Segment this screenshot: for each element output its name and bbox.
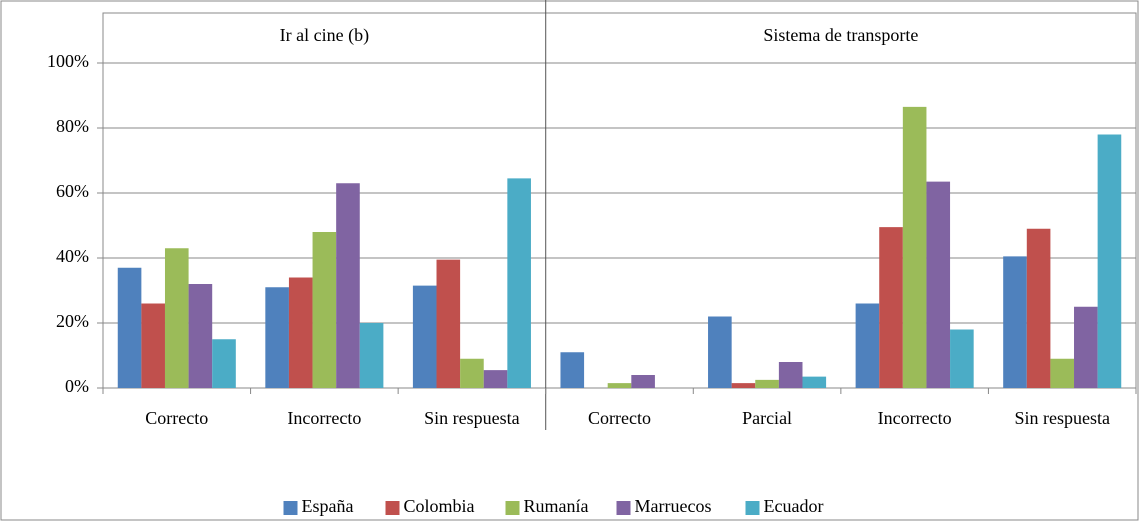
x-tick-label: Sin respuesta xyxy=(1014,408,1109,428)
legend-label: Ecuador xyxy=(764,496,824,516)
y-tick-label: 100% xyxy=(47,51,89,71)
y-tick-label: 60% xyxy=(56,181,89,201)
bar xyxy=(778,362,803,388)
bar xyxy=(879,227,903,388)
bar xyxy=(755,379,779,388)
bar xyxy=(483,370,508,388)
bar xyxy=(855,303,880,388)
bar xyxy=(1026,228,1051,388)
legend-swatch xyxy=(283,501,298,515)
y-tick-label: 80% xyxy=(56,116,89,136)
x-tick-label: Correcto xyxy=(588,408,651,428)
legend-swatch xyxy=(745,501,760,515)
legend-label: Rumanía xyxy=(524,496,589,516)
y-tick-label: 20% xyxy=(56,311,89,331)
bar xyxy=(359,323,384,388)
x-tick-label: Correcto xyxy=(145,408,208,428)
bar xyxy=(560,352,585,388)
bar xyxy=(926,181,951,388)
bar xyxy=(412,285,437,388)
bar xyxy=(188,284,213,388)
bar xyxy=(141,303,165,388)
panel-title: Ir al cine (b) xyxy=(280,25,369,46)
y-tick-label: 0% xyxy=(65,376,89,396)
bar xyxy=(631,375,655,388)
legend-label: España xyxy=(302,496,354,516)
bar xyxy=(607,383,632,388)
bar xyxy=(212,339,236,388)
legend-swatch xyxy=(616,501,631,515)
bar xyxy=(708,316,732,388)
x-tick-label: Incorrecto xyxy=(287,408,361,428)
x-tick-label: Incorrecto xyxy=(878,408,952,428)
bar xyxy=(312,232,337,388)
bar xyxy=(288,277,313,388)
bar xyxy=(1074,306,1098,388)
bar xyxy=(1003,256,1027,388)
legend-label: Marruecos xyxy=(635,496,712,516)
y-tick-label: 40% xyxy=(56,246,89,266)
bar xyxy=(164,248,189,388)
bar xyxy=(731,383,756,388)
bar xyxy=(1050,358,1075,388)
x-tick-label: Sin respuesta xyxy=(424,408,519,428)
bar xyxy=(1097,134,1122,388)
panel-title: Sistema de transporte xyxy=(763,25,918,45)
bar xyxy=(902,106,927,388)
bar xyxy=(265,287,289,388)
legend-swatch xyxy=(505,501,520,515)
x-tick-label: Parcial xyxy=(742,408,792,428)
bar xyxy=(507,178,531,388)
bar xyxy=(950,329,974,388)
legend-swatch xyxy=(385,501,400,515)
bar xyxy=(436,259,461,388)
bar xyxy=(117,267,142,388)
bar xyxy=(460,358,484,388)
bar xyxy=(336,183,360,388)
bar xyxy=(802,376,827,388)
legend-label: Colombia xyxy=(404,496,475,516)
